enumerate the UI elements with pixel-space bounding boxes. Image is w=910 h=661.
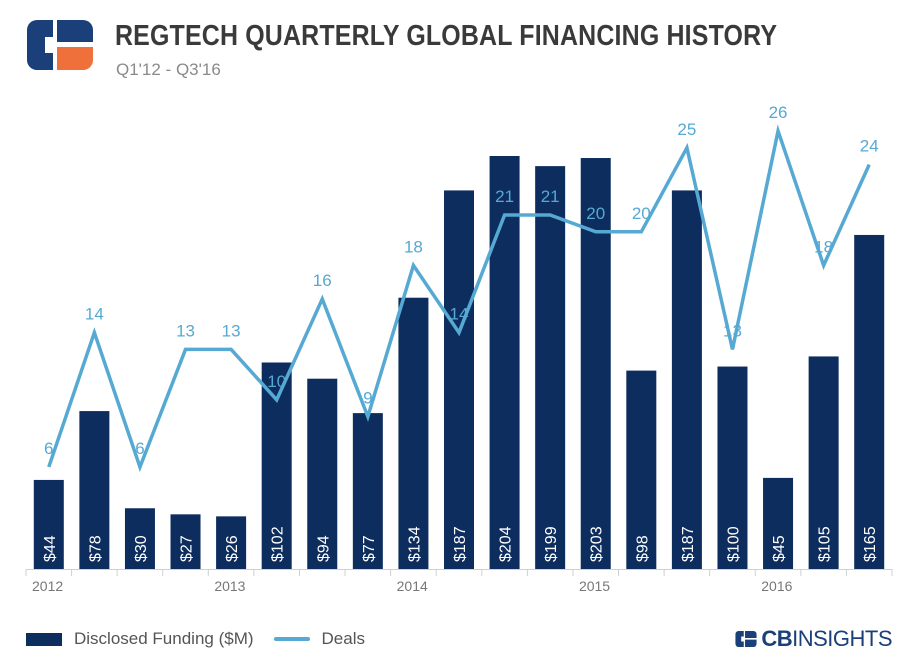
deals-point-label: 20: [632, 204, 651, 223]
deals-point-label: 26: [769, 103, 788, 122]
funding-bar: [33, 479, 64, 569]
deals-point-label: 24: [860, 137, 879, 156]
deals-point-label: 6: [44, 439, 53, 458]
x-axis-year-label: 2015: [579, 578, 610, 594]
deals-point-label: 6: [135, 439, 144, 458]
funding-bar-label: $105: [817, 526, 834, 562]
funding-bar: [79, 411, 110, 569]
x-axis-year-label: 2016: [761, 578, 792, 594]
deals-point-label: 9: [363, 389, 372, 408]
deals-point-label: 14: [450, 305, 469, 324]
funding-bar-label: $26: [224, 535, 241, 562]
funding-bar: [444, 190, 474, 569]
legend-funding-label: Disclosed Funding ($M): [74, 629, 254, 648]
funding-bar: [763, 477, 794, 569]
legend: Disclosed Funding ($M) Deals: [26, 628, 365, 650]
funding-bar: [124, 508, 155, 569]
legend-deals-swatch: [273, 637, 310, 641]
funding-bar-label: $77: [361, 535, 378, 562]
funding-bar-label: $78: [87, 535, 104, 562]
x-axis-year-label: 2013: [214, 578, 245, 594]
deals-point-label: 10: [267, 372, 286, 391]
cb-mark-icon: [735, 631, 757, 647]
deals-point-label: 13: [723, 321, 742, 340]
funding-bar-label: $27: [179, 535, 196, 562]
funding-bar: [352, 413, 383, 569]
funding-bar: [398, 297, 429, 569]
funding-bar: [671, 190, 702, 569]
deals-point-label: 18: [814, 237, 833, 256]
funding-bar: [854, 234, 885, 570]
deals-point-label: 21: [495, 187, 514, 206]
funding-bar: [535, 166, 566, 569]
deals-point-label: 13: [222, 321, 241, 340]
funding-bar-label: $102: [270, 526, 287, 562]
cb-insights-logo: [27, 20, 93, 70]
deals-point-label: 16: [313, 271, 332, 290]
chart-subtitle: Q1'12 - Q3'16: [116, 60, 221, 79]
funding-bar-label: $187: [680, 526, 697, 562]
x-axis-year-label: 2014: [397, 578, 428, 594]
brand-suffix: INSIGHTS: [792, 626, 892, 651]
deals-line: [47, 124, 871, 473]
funding-bar-label: $30: [133, 535, 150, 562]
funding-bar: [626, 370, 657, 569]
funding-bar-label: $203: [589, 526, 606, 562]
funding-bar: [216, 516, 247, 569]
legend-funding-swatch: [26, 632, 62, 646]
funding-bar-label: $100: [725, 526, 742, 562]
funding-bar-label: $204: [498, 526, 515, 562]
funding-bar: [717, 366, 748, 569]
deals-point-label: 18: [404, 237, 423, 256]
funding-bar-label: $98: [634, 535, 651, 562]
funding-bar-label: $187: [452, 526, 469, 562]
brand-prefix: CB: [761, 626, 793, 651]
funding-bar-label: $94: [315, 535, 332, 562]
x-axis-year-label: 2012: [32, 578, 63, 594]
deals-point-label: 13: [176, 321, 195, 340]
deals-point-label: 20: [586, 204, 605, 223]
chart-title: REGTECH QUARTERLY GLOBAL FINANCING HISTO…: [115, 20, 778, 52]
funding-bar: [808, 356, 839, 569]
funding-bar-label: $134: [406, 526, 423, 562]
funding-bar-label: $45: [771, 535, 788, 562]
funding-bar-label: $165: [862, 526, 879, 562]
legend-deals-label: Deals: [321, 629, 365, 648]
deals-point-label: 14: [85, 305, 104, 324]
funding-bar: [307, 378, 338, 569]
funding-bar-label: $44: [42, 535, 59, 562]
funding-bar: [170, 514, 201, 569]
funding-bar-label: $199: [543, 526, 560, 562]
deals-point-label: 25: [677, 120, 696, 139]
brand-wordmark: CB INSIGHTS: [735, 626, 892, 652]
funding-bar: [489, 156, 520, 569]
deals-point-label: 21: [541, 187, 560, 206]
